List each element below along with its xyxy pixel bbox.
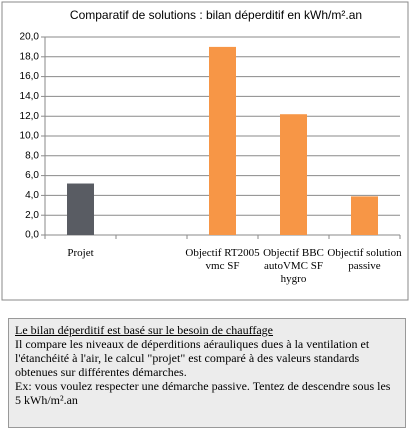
note-paragraph: Ex: vous voulez respecter une démarche p… [15, 379, 391, 407]
bar [209, 46, 236, 236]
y-tick-label: 0,0 [25, 230, 39, 241]
y-tick-label: 10,0 [20, 131, 40, 142]
y-tick-label: 14,0 [20, 91, 40, 102]
x-tick-label: Objectif BBC autoVMC SF hygro [263, 247, 324, 285]
note-box: Le bilan déperditif est basé sur le beso… [8, 318, 406, 428]
note-heading: Le bilan déperditif est basé sur le beso… [15, 323, 274, 337]
x-tick-label: Objectif RT2005 vmc SF [185, 247, 260, 272]
x-tick-label: Objectif solution passive [327, 247, 402, 272]
chart-frame [1, 1, 409, 301]
note-paragraph: Il compare les niveaux de déperditions a… [15, 337, 370, 379]
y-tick-label: 20,0 [20, 32, 40, 43]
y-tick-label: 6,0 [25, 170, 39, 181]
x-tick-label: Projet [67, 247, 94, 259]
y-tick-label: 2,0 [25, 210, 39, 221]
bar [280, 114, 307, 235]
bar [67, 183, 94, 235]
y-tick-label: 4,0 [25, 190, 39, 201]
chart-title: Comparatif de solutions : bilan déperdit… [70, 8, 362, 22]
chart: Comparatif de solutions : bilan déperdit… [1, 1, 409, 301]
y-tick-label: 16,0 [20, 71, 40, 82]
bar [351, 196, 378, 235]
y-tick-label: 12,0 [20, 111, 40, 122]
y-tick-label: 18,0 [20, 51, 40, 62]
y-tick-label: 8,0 [25, 150, 39, 161]
